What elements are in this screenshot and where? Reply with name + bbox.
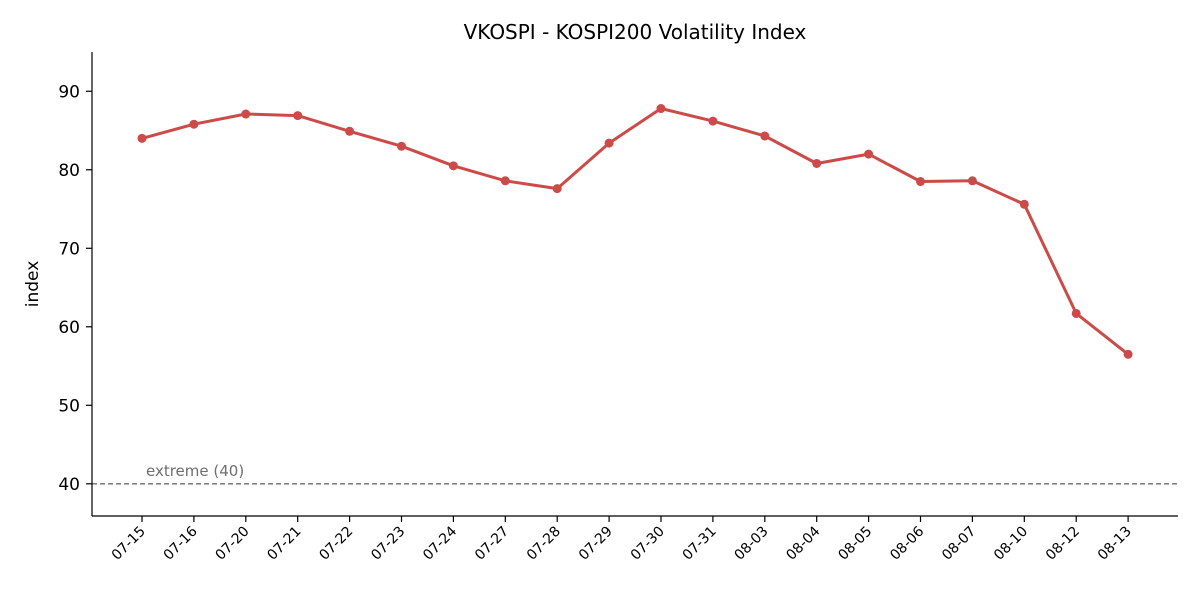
x-tick-label: 07-24 xyxy=(420,523,460,563)
x-tick-label: 07-23 xyxy=(368,524,408,564)
y-ticks: 40 50 60 70 80 90 xyxy=(58,82,92,495)
y-tick-label: 90 xyxy=(58,82,80,102)
y-tick-label: 40 xyxy=(58,475,80,495)
series-line xyxy=(140,107,1130,356)
data-point xyxy=(708,116,718,126)
data-point xyxy=(916,177,925,187)
series-group xyxy=(137,104,1133,359)
data-point xyxy=(812,158,822,168)
x-tick-label: 08-10 xyxy=(991,524,1031,564)
x-tick-label: 08-07 xyxy=(939,524,979,564)
data-point xyxy=(137,133,147,143)
data-point xyxy=(864,149,874,159)
x-tick-label: 08-12 xyxy=(1043,524,1083,564)
x-tick-label: 07-27 xyxy=(472,524,512,564)
data-point xyxy=(241,109,251,119)
x-tick-label: 07-30 xyxy=(628,524,668,564)
data-point xyxy=(967,176,977,186)
data-point xyxy=(760,131,770,141)
x-tick-label: 08-05 xyxy=(835,524,875,564)
data-point xyxy=(397,141,406,151)
data-point xyxy=(552,184,562,194)
y-axis-label: index xyxy=(23,261,43,308)
y-tick-label: 50 xyxy=(58,396,80,416)
data-point xyxy=(1019,199,1029,209)
reference-line-label: extreme (40) xyxy=(146,462,244,480)
x-tick-label: 07-29 xyxy=(576,524,616,564)
y-tick-label: 60 xyxy=(58,318,80,338)
axes xyxy=(91,52,1178,517)
x-tick-label: 08-06 xyxy=(887,523,927,563)
x-tick-label: 07-15 xyxy=(109,524,149,564)
data-point xyxy=(293,111,303,121)
x-tick-label: 07-21 xyxy=(264,524,304,564)
data-point xyxy=(189,119,199,129)
x-tick-label: 08-13 xyxy=(1095,524,1135,564)
reference-line-group: extreme (40) xyxy=(92,462,1178,485)
data-point xyxy=(604,138,614,148)
y-tick-label: 70 xyxy=(58,239,80,259)
x-ticks: 07-15 07-16 07-20 07-21 07-22 07-23 07-24 07-27… xyxy=(109,516,1135,564)
data-point xyxy=(656,104,666,114)
x-tick-label: 07-22 xyxy=(316,524,356,564)
x-tick-label: 08-03 xyxy=(732,524,772,564)
x-tick-label: 07-31 xyxy=(680,524,720,564)
x-tick-label: 07-28 xyxy=(524,524,564,564)
x-tick-label: 07-16 xyxy=(161,523,201,563)
data-point xyxy=(1123,349,1133,359)
y-tick-label: 80 xyxy=(58,161,80,181)
data-point xyxy=(448,161,458,171)
chart-title: VKOSPI - KOSPI200 Volatility Index xyxy=(464,20,807,44)
x-tick-label: 07-20 xyxy=(213,524,253,564)
data-point xyxy=(500,176,510,186)
data-point xyxy=(345,126,355,136)
x-tick-label: 08-04 xyxy=(783,523,823,563)
data-point xyxy=(1071,308,1081,318)
